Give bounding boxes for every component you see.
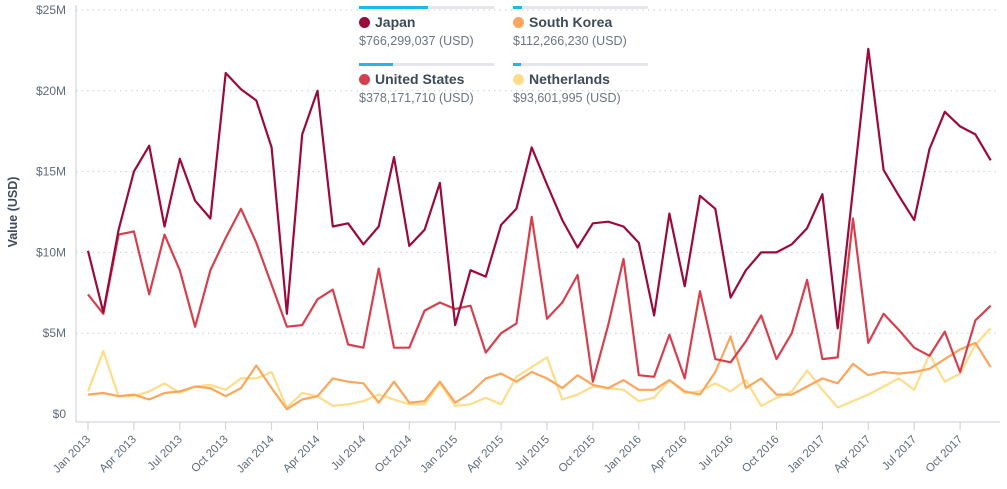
x-tick-label: Apr 2014 [281, 433, 323, 475]
legend-label: South Korea [529, 14, 613, 30]
y-tick-label: $25M [36, 3, 66, 17]
x-tick-label: Jul 2017 [880, 434, 919, 473]
x-tick-label: Apr 2016 [648, 434, 689, 475]
x-tick-label: Jan 2014 [235, 433, 277, 475]
japan-color-dot [359, 16, 370, 28]
series-line-south-korea [87, 335, 992, 411]
y-tick-label: $15M [36, 165, 66, 179]
share-bar-fill [513, 63, 522, 66]
share-bar [513, 63, 648, 66]
legend-total: $93,601,995 (USD) [513, 91, 621, 105]
x-tick-label: Oct 2016 [740, 434, 781, 475]
legend-item-south-korea[interactable]: South Korea $112,266,230 (USD) [513, 6, 648, 48]
x-tick-label: Oct 2015 [557, 434, 598, 475]
legend-label: United States [375, 71, 465, 87]
legend-item-netherlands[interactable]: Netherlands $93,601,995 (USD) [513, 63, 648, 105]
united-states-color-dot [359, 73, 370, 85]
legend-total: $378,171,710 (USD) [359, 91, 474, 105]
x-tick-label: Jan 2015 [418, 434, 460, 476]
share-bar-fill [359, 63, 393, 66]
x-tick-label: Apr 2013 [98, 434, 139, 475]
legend-label: Netherlands [529, 71, 610, 87]
x-tick-label: Jan 2017 [786, 434, 828, 476]
x-tick-label: Apr 2015 [465, 434, 506, 475]
share-bar-fill [359, 6, 428, 9]
x-tick-label: Jan 2016 [602, 434, 644, 476]
series-line-netherlands [86, 327, 992, 409]
legend-label: Japan [375, 14, 416, 30]
x-tick-label: Jul 2013 [146, 434, 185, 473]
legend-total: $112,266,230 (USD) [513, 34, 627, 48]
legend-item-united-states[interactable]: United States $378,171,710 (USD) [359, 63, 494, 105]
south-korea-color-dot [513, 16, 524, 28]
share-bar [513, 6, 648, 9]
x-tick-label: Jul 2014 [329, 433, 369, 473]
share-bar [359, 63, 494, 66]
legend-total: $766,299,037 (USD) [359, 34, 474, 48]
x-tick-label: Oct 2017 [924, 434, 965, 475]
x-tick-label: Jul 2016 [696, 434, 735, 473]
x-tick-label: Apr 2017 [832, 434, 873, 475]
share-bar-fill [513, 6, 523, 9]
legend-item-japan[interactable]: Japan $766,299,037 (USD) [359, 6, 494, 48]
series-line-united-states [87, 207, 992, 383]
series-line-japan [86, 47, 992, 330]
y-tick-label: $10M [36, 245, 66, 259]
y-tick-label: $20M [36, 84, 66, 98]
netherlands-color-dot [513, 73, 524, 85]
x-tick-label: Jul 2015 [513, 434, 552, 473]
x-tick-label: Oct 2014 [373, 433, 415, 475]
y-axis-title: Value (USD) [6, 177, 20, 248]
share-bar [359, 6, 494, 9]
x-tick-label: Oct 2013 [189, 434, 230, 475]
y-tick-label: $0 [53, 407, 67, 421]
y-tick-label: $5M [43, 326, 66, 340]
x-tick-label: Jan 2013 [51, 434, 93, 476]
